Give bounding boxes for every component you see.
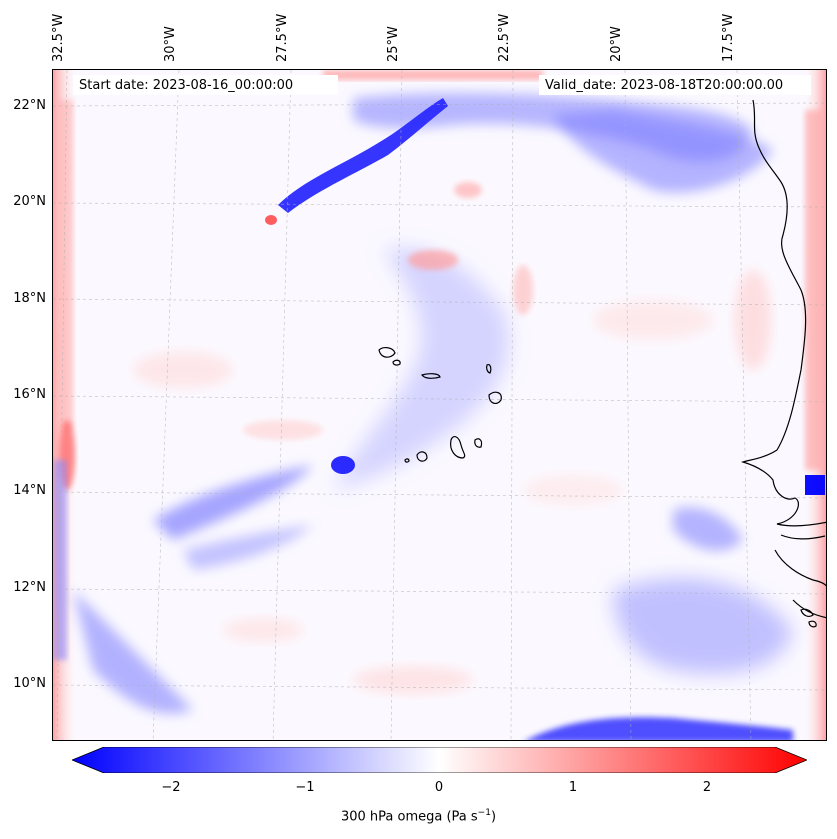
colorbar-gradient xyxy=(70,746,809,777)
valid-date-box xyxy=(539,75,811,95)
cape-verde-sao-vicente xyxy=(392,359,401,366)
colorbar-tick-neg1: −1 xyxy=(295,780,315,795)
colorbar-label-end: ) xyxy=(490,809,497,825)
cape-verde-sal xyxy=(486,363,492,374)
valid-date-label: Valid_date: 2023-08-18T20:00:00.00 xyxy=(545,78,784,93)
africa-coastline xyxy=(741,99,826,619)
colorbar-tick-1: 1 xyxy=(568,780,578,795)
map-panel: Start date: 2023-08-16_00:00:00 Valid_da… xyxy=(52,69,827,741)
colorbar-label: 300 hPa omega (Pa s−1) xyxy=(0,808,837,824)
cape-verde-sao-nicolau xyxy=(421,373,441,379)
lat-label-12n: 12°N xyxy=(13,580,46,595)
lat-label-20n: 20°N xyxy=(13,194,46,209)
map-gridlines xyxy=(53,70,826,740)
lon-label-20w: 20°W xyxy=(609,26,624,62)
lon-label-30w: 30°W xyxy=(163,26,178,62)
colorbar-label-exponent: −1 xyxy=(477,808,491,818)
colorbar-tick-neg2: −2 xyxy=(161,780,181,795)
lon-label-25w: 25°W xyxy=(386,26,401,62)
lat-label-18n: 18°N xyxy=(13,291,46,306)
colorbar-tick-0: 0 xyxy=(434,780,444,795)
cape-verde-boa-vista xyxy=(488,391,502,405)
lat-label-10n: 10°N xyxy=(13,676,46,691)
lat-label-16n: 16°N xyxy=(13,387,46,402)
lon-label-17-5w: 17.5°W xyxy=(721,13,736,62)
cape-verde-santiago xyxy=(450,435,466,459)
boundary-artifacts xyxy=(53,70,826,740)
coastlines xyxy=(378,99,826,628)
lon-label-22-5w: 22.5°W xyxy=(497,13,512,62)
cape-verde-santo-antao xyxy=(378,347,396,358)
omega-field-map xyxy=(53,70,826,740)
colorbar-tick-2: 2 xyxy=(702,780,712,795)
cape-verde-brava xyxy=(404,458,410,463)
colorbar-label-main: 300 hPa omega (Pa s xyxy=(340,809,478,825)
cape-verde-maio xyxy=(474,438,483,448)
lon-label-32-5w: 32.5°W xyxy=(51,13,66,62)
omega-patches xyxy=(73,92,793,740)
cape-verde-fogo xyxy=(416,451,428,462)
lat-label-14n: 14°N xyxy=(13,483,46,498)
colorbar xyxy=(70,746,809,777)
start-date-box xyxy=(73,75,338,95)
lon-label-27-5w: 27.5°W xyxy=(275,13,290,62)
start-date-label: Start date: 2023-08-16_00:00:00 xyxy=(79,78,294,93)
bijagos-islands xyxy=(800,608,817,628)
lat-label-22n: 22°N xyxy=(13,98,46,113)
